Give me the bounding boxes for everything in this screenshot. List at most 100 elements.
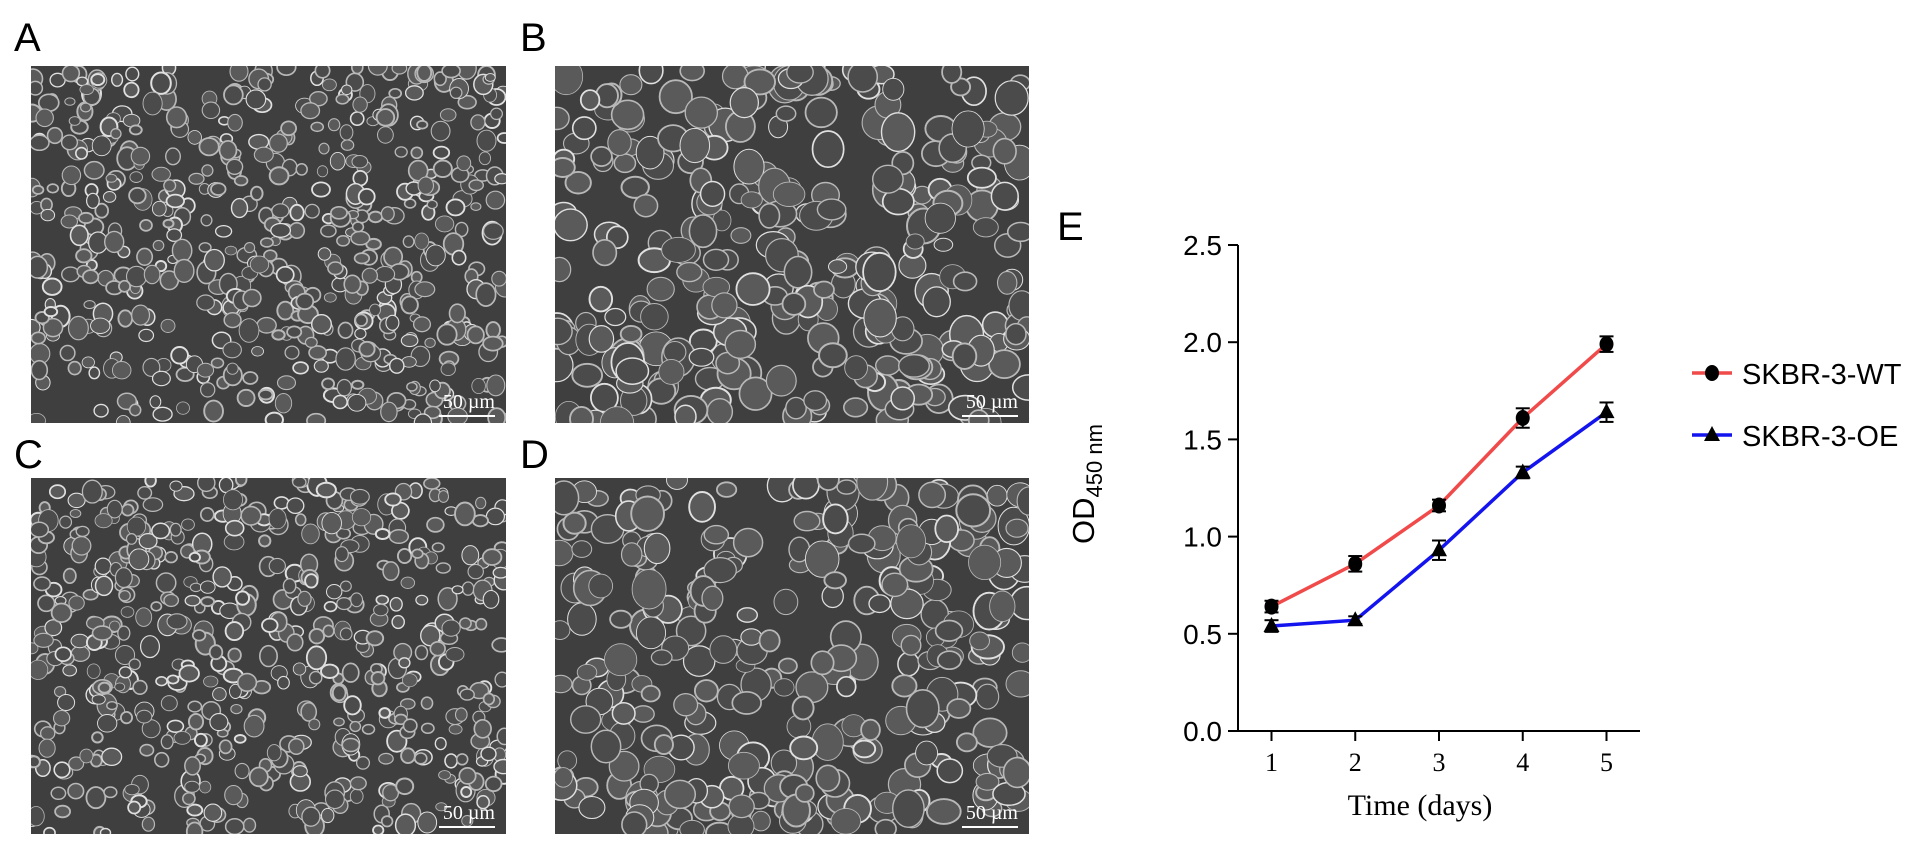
cell bbox=[81, 479, 103, 504]
cell bbox=[816, 198, 847, 221]
cell bbox=[139, 219, 153, 232]
cell bbox=[441, 619, 461, 637]
cell bbox=[789, 735, 819, 761]
cell bbox=[233, 734, 247, 744]
cell bbox=[476, 795, 490, 810]
cell bbox=[633, 193, 659, 218]
cell bbox=[80, 102, 92, 113]
cell bbox=[200, 580, 216, 594]
cell bbox=[592, 239, 618, 267]
cell bbox=[785, 396, 807, 420]
cell bbox=[110, 128, 122, 140]
data-point-triangle bbox=[1431, 541, 1447, 557]
scale-bar-label: 50 µm bbox=[442, 391, 495, 413]
cell bbox=[68, 116, 81, 126]
cell bbox=[142, 497, 164, 512]
cell bbox=[555, 767, 573, 788]
cell bbox=[162, 218, 175, 229]
cell bbox=[430, 120, 451, 142]
cell bbox=[297, 590, 312, 607]
cell bbox=[240, 505, 262, 526]
cell bbox=[400, 576, 416, 589]
cell bbox=[224, 784, 243, 806]
cell bbox=[934, 619, 964, 642]
cell bbox=[458, 767, 477, 785]
cell bbox=[431, 542, 445, 553]
data-point-circle bbox=[1599, 336, 1614, 353]
cell bbox=[128, 187, 147, 205]
cell bbox=[31, 755, 41, 769]
cell bbox=[118, 666, 133, 679]
cell bbox=[434, 215, 455, 233]
cell bbox=[301, 523, 320, 545]
cell bbox=[187, 712, 205, 731]
cell bbox=[295, 163, 308, 176]
scale-bar bbox=[962, 415, 1018, 417]
cell bbox=[83, 160, 105, 180]
cell bbox=[253, 146, 274, 163]
cell bbox=[402, 235, 415, 248]
series-skbr-3-oe bbox=[1263, 401, 1615, 633]
cell bbox=[339, 124, 354, 141]
cell bbox=[955, 732, 978, 753]
cell bbox=[684, 96, 719, 129]
cell bbox=[305, 645, 328, 671]
cell bbox=[166, 719, 185, 734]
cell bbox=[818, 342, 848, 369]
cell bbox=[125, 533, 138, 545]
cell bbox=[823, 571, 847, 590]
micrograph-c: 50 µm bbox=[31, 478, 506, 834]
cell bbox=[643, 532, 671, 565]
cell bbox=[351, 221, 365, 233]
cell bbox=[151, 200, 167, 217]
cell bbox=[699, 180, 726, 207]
cell bbox=[199, 780, 212, 794]
cell bbox=[327, 118, 341, 132]
cell bbox=[389, 596, 403, 612]
x-tick-label: 3 bbox=[1433, 748, 1446, 777]
cell bbox=[128, 658, 141, 671]
cell bbox=[124, 783, 140, 796]
cell bbox=[31, 413, 46, 423]
y-axis-label: OD450 nm bbox=[1066, 424, 1107, 544]
data-point-triangle bbox=[1704, 426, 1720, 441]
cell bbox=[59, 344, 76, 362]
cell bbox=[314, 66, 331, 79]
cell bbox=[257, 388, 274, 401]
cell bbox=[274, 393, 293, 414]
cell bbox=[658, 358, 685, 385]
cell bbox=[621, 811, 648, 834]
cell bbox=[951, 110, 985, 148]
cell bbox=[347, 393, 367, 412]
cell bbox=[377, 126, 394, 144]
cell bbox=[417, 176, 435, 195]
cell bbox=[604, 307, 627, 327]
cell bbox=[933, 237, 954, 252]
cell bbox=[203, 675, 219, 688]
scale-bar bbox=[962, 826, 1018, 828]
cell bbox=[608, 750, 640, 782]
x-tick-label: 2 bbox=[1349, 748, 1362, 777]
data-point-circle bbox=[1348, 555, 1363, 572]
cell bbox=[856, 478, 889, 501]
cell bbox=[335, 347, 356, 371]
cell bbox=[972, 717, 1008, 748]
cell bbox=[91, 625, 113, 641]
cell bbox=[731, 690, 762, 715]
cell bbox=[414, 644, 429, 661]
cell bbox=[62, 567, 77, 585]
data-point-triangle bbox=[1598, 403, 1615, 419]
cell bbox=[57, 694, 76, 711]
cell bbox=[68, 756, 85, 771]
cell bbox=[165, 193, 186, 209]
chart-axes: 0.0 0.5 1.0 1.5 2.0 2.5 1 2 3 4 5 bbox=[1183, 230, 1640, 777]
cell bbox=[271, 329, 286, 341]
cell bbox=[184, 756, 201, 776]
cell bbox=[259, 237, 274, 248]
cell bbox=[151, 370, 171, 387]
cell bbox=[482, 335, 504, 352]
cell bbox=[85, 786, 107, 810]
cell bbox=[79, 84, 94, 96]
cell bbox=[352, 96, 368, 113]
panel-label-e: E bbox=[1057, 205, 1084, 249]
